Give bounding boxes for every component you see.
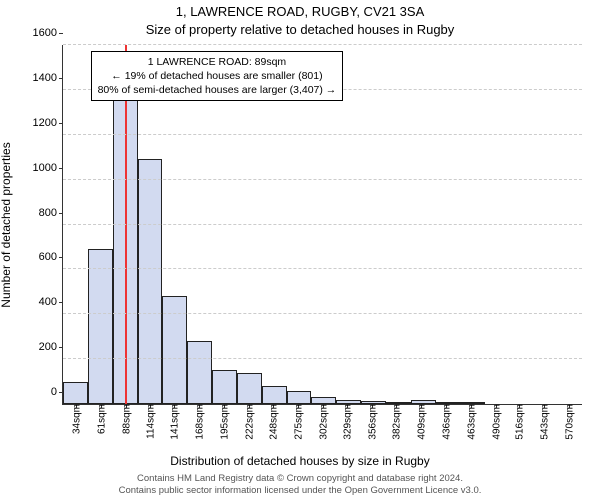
chart-title-1: 1, LAWRENCE ROAD, RUGBY, CV21 3SA: [0, 4, 600, 19]
gridline: [63, 44, 582, 45]
x-tick-label: 543sqm: [538, 404, 551, 440]
y-tick-label: 800: [39, 207, 63, 219]
chart-container: 1, LAWRENCE ROAD, RUGBY, CV21 3SA Size o…: [0, 0, 600, 500]
plot-area: 0200400600800100012001400160034sqm61sqm8…: [62, 45, 582, 405]
x-tick-label: 409sqm: [414, 404, 427, 440]
gridline: [63, 179, 582, 180]
x-tick-label: 248sqm: [266, 404, 279, 440]
y-tick-label: 400: [39, 296, 63, 308]
y-tick-label: 1400: [33, 72, 63, 84]
histogram-bar: [262, 386, 287, 404]
footer-attribution: Contains HM Land Registry data © Crown c…: [0, 473, 600, 497]
annotation-line-1: 1 LAWRENCE ROAD: 89sqm: [98, 55, 337, 69]
histogram-bar: [237, 373, 262, 404]
y-tick-label: 200: [39, 341, 63, 353]
footer-line-1: Contains HM Land Registry data © Crown c…: [0, 473, 600, 485]
footer-line-2: Contains public sector information licen…: [0, 485, 600, 497]
gridline: [63, 224, 582, 225]
x-tick-label: 329sqm: [341, 404, 354, 440]
gridline: [63, 313, 582, 314]
x-tick-label: 141sqm: [168, 404, 181, 440]
y-tick-label: 1600: [33, 27, 63, 39]
x-tick-label: 516sqm: [513, 404, 526, 440]
x-tick-label: 302sqm: [316, 404, 329, 440]
y-tick-label: 0: [51, 386, 63, 398]
histogram-bar: [187, 341, 212, 404]
histogram-bar: [287, 391, 312, 404]
annotation-line-3: 80% of semi-detached houses are larger (…: [98, 83, 337, 97]
y-tick-label: 1200: [33, 117, 63, 129]
chart-title-2: Size of property relative to detached ho…: [0, 22, 600, 37]
y-axis-label: Number of detached properties: [0, 142, 13, 307]
x-tick-label: 195sqm: [218, 404, 231, 440]
histogram-bar: [311, 397, 336, 404]
x-tick-label: 490sqm: [489, 404, 502, 440]
x-tick-label: 222sqm: [242, 404, 255, 440]
y-tick-label: 1000: [33, 162, 63, 174]
x-tick-label: 275sqm: [291, 404, 304, 440]
x-axis-label: Distribution of detached houses by size …: [0, 454, 600, 468]
histogram-bar: [138, 159, 163, 404]
x-tick-label: 356sqm: [366, 404, 379, 440]
x-tick-label: 168sqm: [193, 404, 206, 440]
histogram-bar: [63, 382, 88, 404]
annotation-line-2: ← 19% of detached houses are smaller (80…: [98, 69, 337, 83]
gridline: [63, 358, 582, 359]
x-tick-label: 88sqm: [119, 404, 132, 434]
gridline: [63, 268, 582, 269]
gridline: [63, 134, 582, 135]
x-tick-label: 382sqm: [390, 404, 403, 440]
x-tick-label: 61sqm: [94, 404, 107, 434]
x-tick-label: 34sqm: [69, 404, 82, 434]
histogram-bar: [88, 249, 113, 404]
annotation-box: 1 LAWRENCE ROAD: 89sqm ← 19% of detached…: [91, 51, 344, 102]
x-tick-label: 114sqm: [143, 404, 156, 439]
x-tick-label: 436sqm: [439, 404, 452, 440]
x-tick-label: 463sqm: [464, 404, 477, 440]
histogram-bar: [212, 370, 237, 404]
x-tick-label: 570sqm: [563, 404, 576, 440]
y-tick-label: 600: [39, 251, 63, 263]
